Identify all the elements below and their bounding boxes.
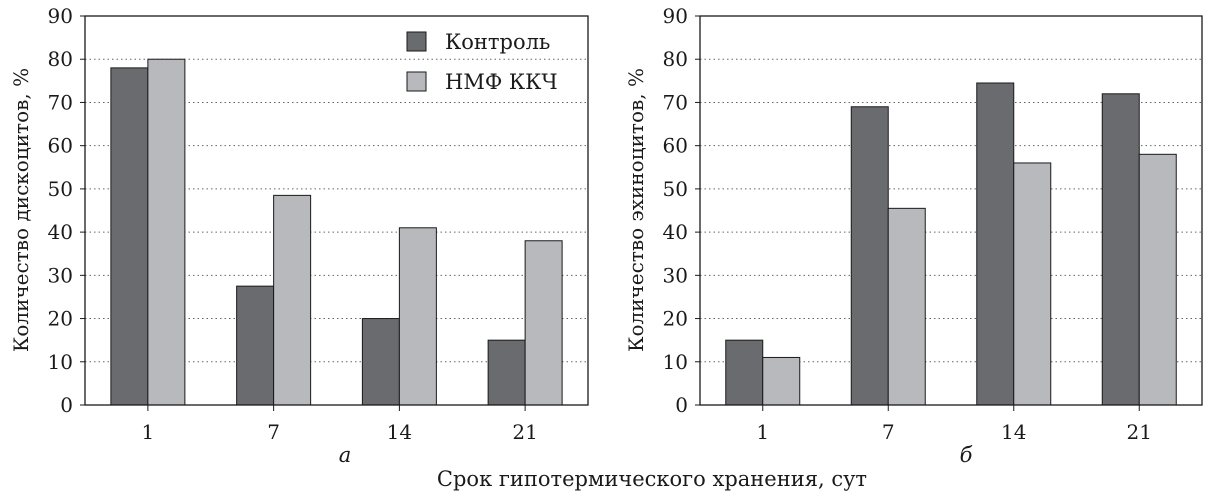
y-tick-label: 30 [663,263,688,287]
y-tick-label: 10 [663,350,688,374]
bar-control-7 [236,285,275,406]
legend-swatch [406,71,427,92]
bar-nmf-14 [1013,162,1052,406]
x-tick-label: 21 [512,420,537,444]
bar-nmf-7 [887,207,926,406]
bar-control-21 [1101,93,1140,406]
bar-control-1 [110,67,149,406]
y-tick-label: 20 [663,307,688,331]
bar-nmf-14 [398,227,437,406]
x-tick-label: 1 [756,420,769,444]
y-tick-label: 0 [675,393,688,417]
y-tick-label: 90 [48,4,73,28]
y-tick-label: 10 [48,350,73,374]
y-tick-label: 20 [48,307,73,331]
legend-swatch [406,31,427,52]
x-tick-label: 21 [1127,420,1152,444]
plot-frame [699,15,1203,406]
bar-control-14 [361,318,400,406]
bar-nmf-1 [762,356,801,406]
y-tick-label: 50 [663,177,688,201]
chart-panel-a: Количество дискоцитов, % 0 10 20 30 40 50 60 70… [9,4,589,467]
plot-frame [84,15,589,406]
bar-control-21 [487,339,526,406]
x-tick-label: 14 [387,420,412,444]
y-tick-label: 50 [48,177,73,201]
x-axis-title: Срок гипотермического хранения, сут [437,467,867,491]
y-tick-label: 80 [48,47,73,71]
bar-control-1 [725,339,764,406]
legend-label: НМФ ККЧ [445,70,558,94]
y-tick-label: 60 [663,134,688,158]
y-tick-label: 0 [60,393,73,417]
y-tick-label: 70 [48,90,73,114]
panel-label: б [960,443,973,467]
y-tick-label: 90 [663,4,688,28]
bar-nmf-1 [147,58,186,406]
x-tick-label: 7 [882,420,895,444]
bar-nmf-21 [1138,153,1177,406]
bar-nmf-21 [524,240,563,406]
legend-label: Контроль [445,30,550,54]
y-tick-label: 40 [48,220,73,244]
x-tick-label: 1 [142,420,155,444]
x-tick-label: 14 [1001,420,1026,444]
legend: Контроль НМФ ККЧ [406,30,558,94]
bar-control-14 [976,82,1015,406]
bar-control-7 [850,106,889,406]
x-tick-label: 7 [267,420,280,444]
chart-panel-b: Количество эхиноцитов, % 0 10 20 30 40 50 60 70… [624,4,1203,467]
y-tick-label: 30 [48,263,73,287]
y-axis-label: Количество эхиноцитов, % [624,68,648,352]
y-tick-label: 70 [663,90,688,114]
y-tick-label: 80 [663,47,688,71]
y-axis-label: Количество дискоцитов, % [9,68,33,352]
y-tick-label: 40 [663,220,688,244]
bar-nmf-7 [273,194,312,406]
panel-label: а [339,443,352,467]
y-tick-label: 60 [48,134,73,158]
